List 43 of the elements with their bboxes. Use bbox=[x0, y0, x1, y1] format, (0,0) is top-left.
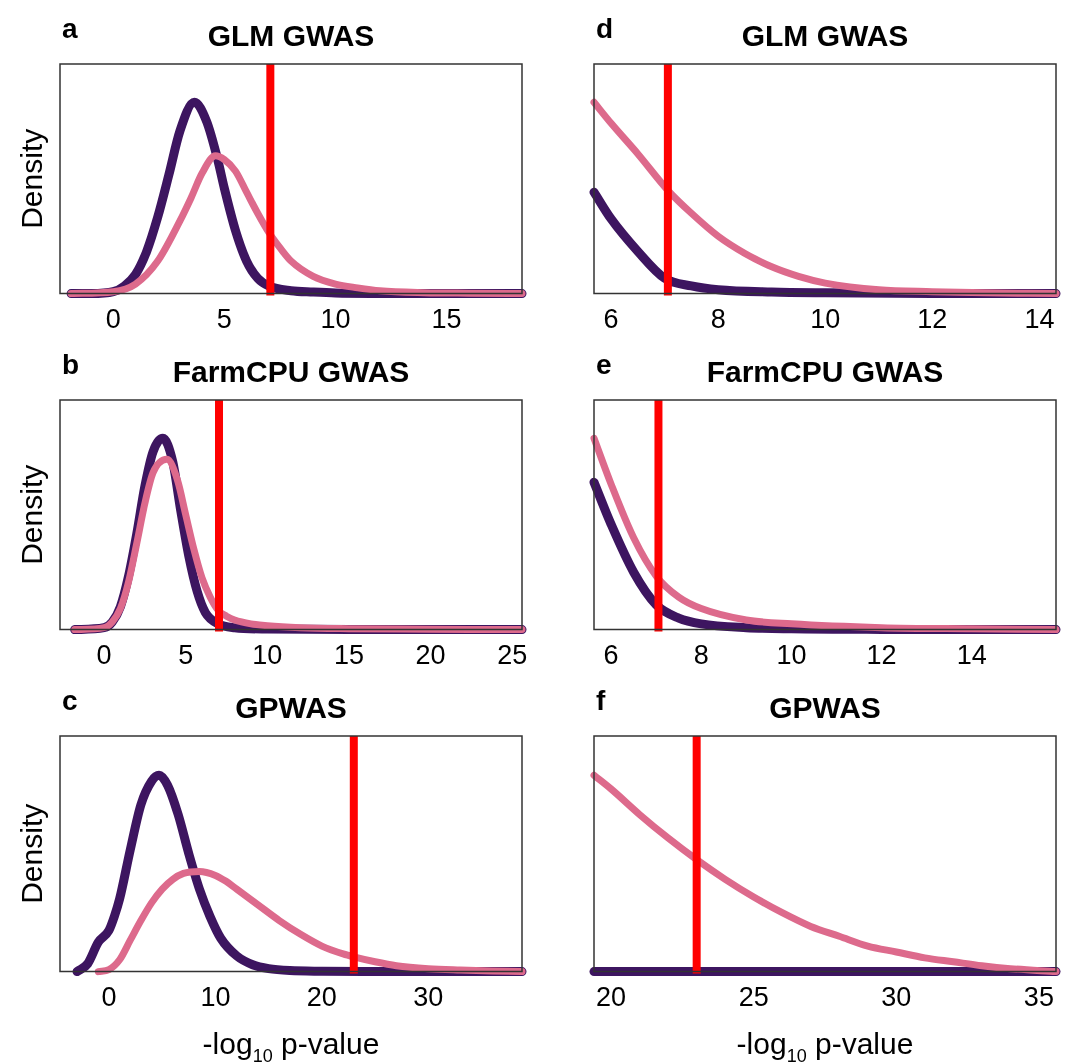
text: d bbox=[596, 13, 614, 44]
chart-title: GLM GWAS bbox=[207, 19, 375, 52]
x-tick-label: 14 bbox=[956, 640, 987, 671]
x-tick-label: 10 bbox=[320, 304, 351, 335]
x-tick-label: 12 bbox=[866, 640, 897, 671]
text: c bbox=[62, 685, 78, 716]
x-tick-label: 0 bbox=[101, 982, 117, 1013]
chart-title: GPWAS bbox=[235, 691, 347, 724]
text: f bbox=[596, 685, 606, 716]
text: e bbox=[596, 349, 612, 380]
x-tick-label: 0 bbox=[96, 640, 112, 671]
x-tick-label: 10 bbox=[252, 640, 283, 671]
x-tick-label: 8 bbox=[693, 640, 709, 671]
x-tick-label: 5 bbox=[216, 304, 232, 335]
x-tick-label: 10 bbox=[810, 304, 841, 335]
x-tick-label: 0 bbox=[105, 304, 121, 335]
text: b bbox=[62, 349, 80, 380]
x-tick-label: 5 bbox=[178, 640, 194, 671]
y-axis-title: Density bbox=[15, 464, 48, 565]
x-tick-label: 10 bbox=[200, 982, 231, 1013]
x-tick-label: 30 bbox=[413, 982, 444, 1013]
x-tick-label: 20 bbox=[306, 982, 337, 1013]
chart-title: FarmCPU GWAS bbox=[172, 355, 410, 388]
x-tick-label: 25 bbox=[738, 982, 769, 1013]
y-axis-title: Density bbox=[15, 803, 48, 904]
chart-title: GPWAS bbox=[769, 691, 881, 724]
text: a bbox=[62, 13, 78, 44]
x-tick-label: 20 bbox=[415, 640, 446, 671]
x-tick-label: 20 bbox=[596, 982, 627, 1013]
x-tick-label: 8 bbox=[710, 304, 726, 335]
x-tick-label: 35 bbox=[1023, 982, 1054, 1013]
x-tick-label: 15 bbox=[333, 640, 364, 671]
x-tick-label: 6 bbox=[603, 640, 619, 671]
y-axis-title: Density bbox=[15, 128, 48, 229]
x-tick-label: 15 bbox=[431, 304, 462, 335]
x-tick-label: 30 bbox=[881, 982, 912, 1013]
x-tick-label: 10 bbox=[776, 640, 807, 671]
x-tick-label: 14 bbox=[1024, 304, 1055, 335]
x-tick-label: 12 bbox=[917, 304, 948, 335]
x-tick-label: 6 bbox=[603, 304, 619, 335]
chart-title: GLM GWAS bbox=[741, 19, 909, 52]
x-tick-label: 25 bbox=[497, 640, 528, 671]
chart-title: FarmCPU GWAS bbox=[706, 355, 944, 388]
